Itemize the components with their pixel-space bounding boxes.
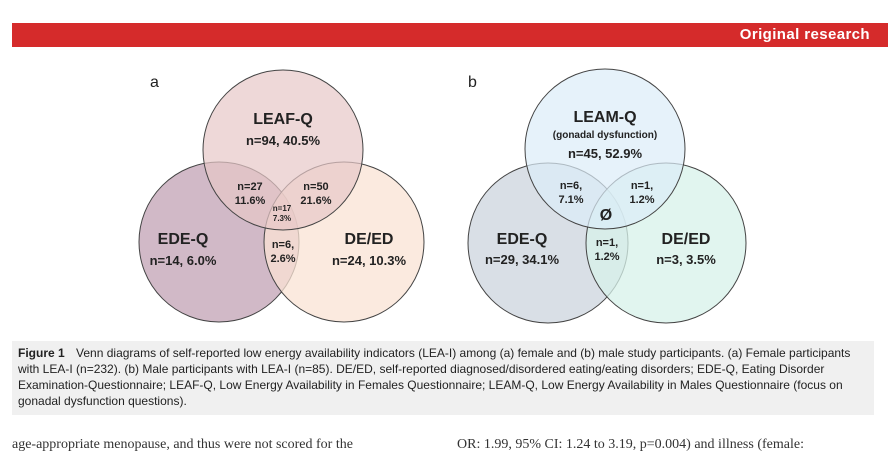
overlap-leamq-edeq-pct: 7.1% [558, 194, 583, 206]
caption-text-block: Figure 1 Venn diagrams of self-reported … [18, 345, 868, 409]
deed-male-title: DE/ED [662, 231, 711, 248]
overlap-leafq-edeq-pct: 11.6% [235, 195, 266, 207]
overlap-leamq-deed-pct: 1.2% [629, 194, 654, 206]
deed-female-value: n=24, 10.3% [332, 253, 407, 268]
venn-circle-leamq [524, 68, 686, 230]
overlap-edeq-deed-count: n=6, [272, 239, 294, 251]
figure-caption: Figure 1 Venn diagrams of self-reported … [12, 341, 874, 415]
panel-a-label: a [150, 74, 159, 91]
panel-a: a LEAF-Q n=94, 40.5% EDE-Q n=14, 6.0% DE… [138, 69, 425, 323]
overlap-leafq-deed-count: n=50 [303, 181, 328, 193]
leamq-value: n=45, 52.9% [568, 146, 643, 161]
body-text-right-column: OR: 1.99, 95% CI: 1.24 to 3.19, p=0.004)… [457, 437, 804, 452]
overlap-all-pct: 7.3% [273, 214, 291, 223]
overlap-leafq-deed-pct: 21.6% [300, 195, 331, 207]
edeq-female-value: n=14, 6.0% [150, 253, 217, 268]
leafq-value: n=94, 40.5% [246, 133, 321, 148]
edeq-male-title: EDE-Q [497, 231, 548, 248]
section-title: Original research [739, 26, 870, 43]
figure-1: a LEAF-Q n=94, 40.5% EDE-Q n=14, 6.0% DE… [138, 68, 747, 324]
edeq-female-title: EDE-Q [158, 231, 209, 248]
overlap-edeq-deed-male-count: n=1, [596, 237, 618, 249]
panel-b-label: b [468, 74, 477, 91]
leamq-subtitle: (gonadal dysfunction) [553, 130, 657, 141]
overlap-leafq-edeq-count: n=27 [237, 181, 262, 193]
body-text-left-column: age-appropriate menopause, and thus were… [12, 437, 353, 452]
venn-circle-leafq [202, 69, 364, 231]
overlap-edeq-deed-male-pct: 1.2% [594, 251, 619, 263]
deed-female-title: DE/ED [345, 231, 394, 248]
leamq-title: LEAM-Q [573, 109, 636, 126]
panel-b: b LEAM-Q (gonadal dysfunction) n=45, 52.… [467, 68, 747, 324]
edeq-male-value: n=29, 34.1% [485, 252, 560, 267]
overlap-edeq-deed-pct: 2.6% [270, 253, 295, 265]
deed-male-value: n=3, 3.5% [656, 252, 716, 267]
caption-body: Venn diagrams of self-reported low energ… [18, 346, 851, 408]
leafq-title: LEAF-Q [253, 111, 313, 128]
overlap-all-count: n=17 [273, 204, 292, 213]
overlap-leamq-edeq-count: n=6, [560, 180, 582, 192]
section-banner: Original research [12, 23, 888, 47]
caption-label: Figure 1 [18, 346, 65, 360]
overlap-all-empty-symbol: Ø [600, 207, 612, 224]
overlap-leamq-deed-count: n=1, [631, 180, 653, 192]
